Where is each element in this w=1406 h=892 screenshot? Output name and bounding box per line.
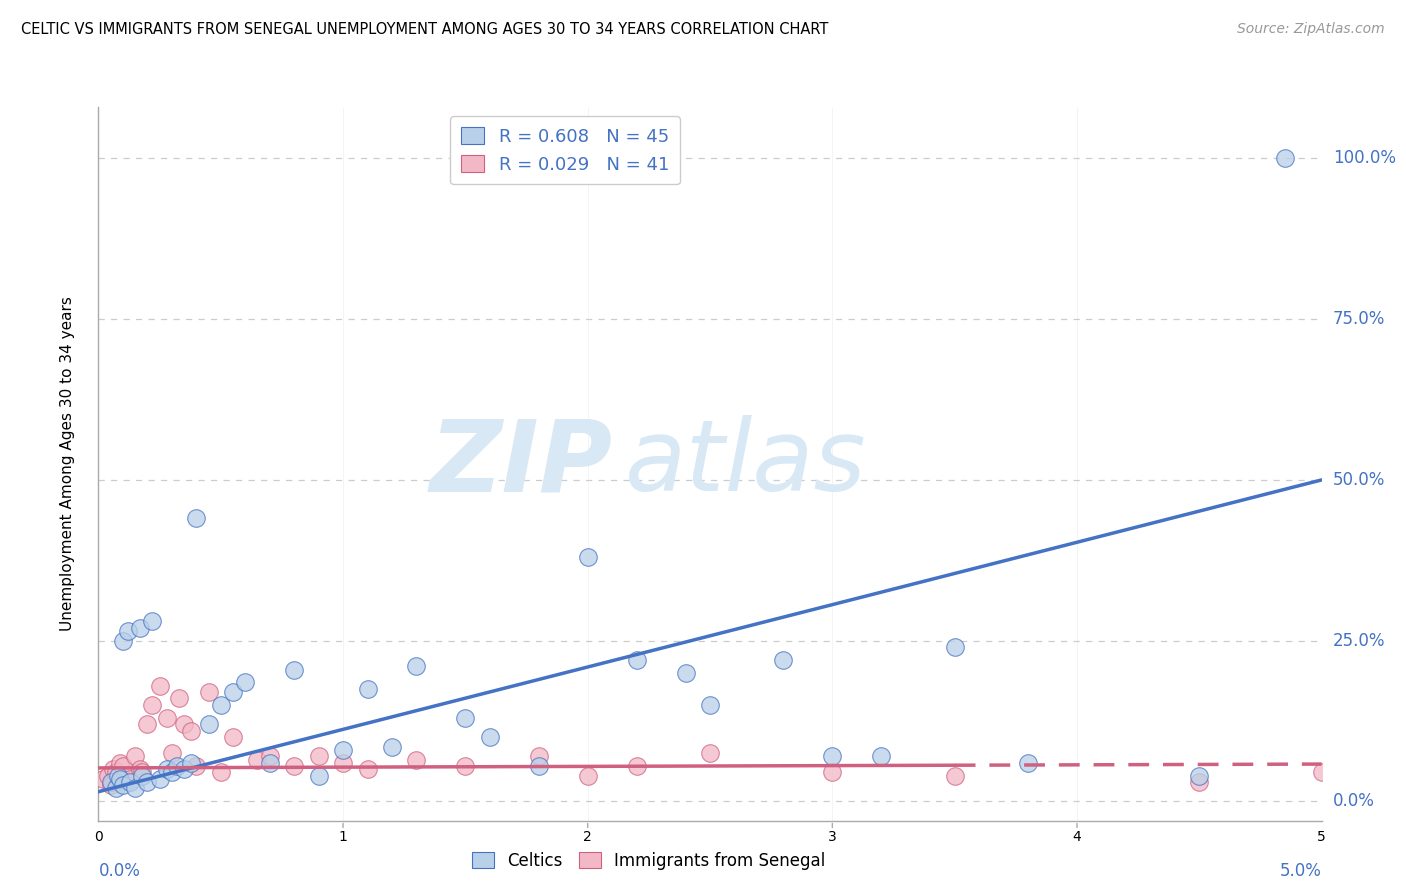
Point (104, 781, 127, 796)
Point (110, 756, 132, 770)
Point (870, 749, 893, 764)
Point (124, 749, 146, 764)
Point (197, 717, 219, 731)
Point (124, 781, 146, 796)
Text: 50.0%: 50.0% (1333, 471, 1385, 489)
Point (1310, 765, 1333, 780)
Point (97, 769, 120, 783)
Point (405, 659, 427, 673)
Point (222, 730, 245, 744)
Text: 0.0%: 0.0% (98, 863, 141, 880)
Text: 0.0%: 0.0% (1333, 792, 1375, 810)
Point (100, 775, 122, 789)
Text: 25.0%: 25.0% (1333, 632, 1385, 649)
Point (246, 753, 269, 767)
Point (136, 775, 159, 789)
Point (332, 743, 354, 757)
Point (356, 681, 378, 696)
Point (576, 550, 599, 565)
Point (117, 624, 139, 638)
Point (156, 711, 179, 725)
Point (356, 762, 378, 776)
Point (167, 691, 190, 706)
Text: ZIP: ZIP (429, 416, 612, 512)
Y-axis label: Unemployment Among Ages 30 to 34 years: Unemployment Among Ages 30 to 34 years (60, 296, 75, 632)
Point (186, 759, 208, 773)
Text: 5.0%: 5.0% (1279, 863, 1322, 880)
Text: 100.0%: 100.0% (1333, 150, 1396, 168)
Point (129, 621, 152, 635)
Point (91, 772, 114, 786)
Point (259, 756, 281, 770)
Point (149, 679, 172, 693)
Point (675, 665, 697, 680)
Point (222, 685, 245, 699)
Point (173, 717, 195, 731)
Text: 75.0%: 75.0% (1333, 310, 1385, 328)
Point (110, 772, 132, 786)
Point (131, 765, 153, 780)
Point (454, 711, 477, 725)
Point (308, 769, 330, 783)
Point (332, 756, 354, 770)
Point (699, 746, 721, 760)
Point (136, 717, 159, 731)
Point (107, 769, 129, 783)
Point (405, 753, 427, 767)
Point (111, 633, 134, 648)
Point (131, 769, 153, 783)
Text: Source: ZipAtlas.com: Source: ZipAtlas.com (1237, 22, 1385, 37)
Point (156, 762, 179, 776)
Point (141, 698, 163, 712)
Point (626, 653, 648, 667)
Point (381, 739, 404, 754)
Point (821, 765, 844, 780)
Point (117, 769, 139, 783)
Point (107, 775, 129, 789)
Point (186, 511, 208, 525)
Point (478, 730, 501, 744)
Point (626, 759, 648, 773)
Point (141, 615, 163, 629)
Point (772, 653, 794, 667)
Text: CELTIC VS IMMIGRANTS FROM SENEGAL UNEMPLOYMENT AMONG AGES 30 TO 34 YEARS CORRELA: CELTIC VS IMMIGRANTS FROM SENEGAL UNEMPL… (21, 22, 828, 37)
Point (1017, 756, 1039, 770)
Point (166, 759, 188, 773)
Point (120, 772, 142, 786)
Point (149, 772, 172, 786)
Point (943, 640, 966, 654)
Legend: Celtics, Immigrants from Senegal: Celtics, Immigrants from Senegal (465, 846, 832, 877)
Point (576, 769, 599, 783)
Point (1274, 152, 1296, 166)
Point (527, 749, 550, 764)
Point (699, 698, 721, 712)
Point (821, 749, 844, 764)
Point (100, 778, 122, 792)
Point (454, 759, 477, 773)
Point (111, 778, 134, 792)
Point (283, 663, 305, 677)
Point (233, 675, 256, 690)
Point (129, 762, 152, 776)
Point (101, 762, 124, 776)
Point (209, 765, 232, 780)
Point (259, 749, 281, 764)
Point (111, 759, 134, 773)
Point (120, 775, 142, 789)
Point (527, 759, 550, 773)
Point (283, 759, 305, 773)
Point (160, 765, 183, 780)
Point (104, 765, 127, 780)
Point (1188, 775, 1211, 789)
Point (160, 746, 183, 760)
Text: atlas: atlas (624, 416, 866, 512)
Point (197, 685, 219, 699)
Point (943, 769, 966, 783)
Point (173, 762, 195, 776)
Point (308, 749, 330, 764)
Point (180, 756, 202, 770)
Point (1188, 769, 1211, 783)
Point (180, 723, 202, 738)
Point (209, 698, 232, 712)
